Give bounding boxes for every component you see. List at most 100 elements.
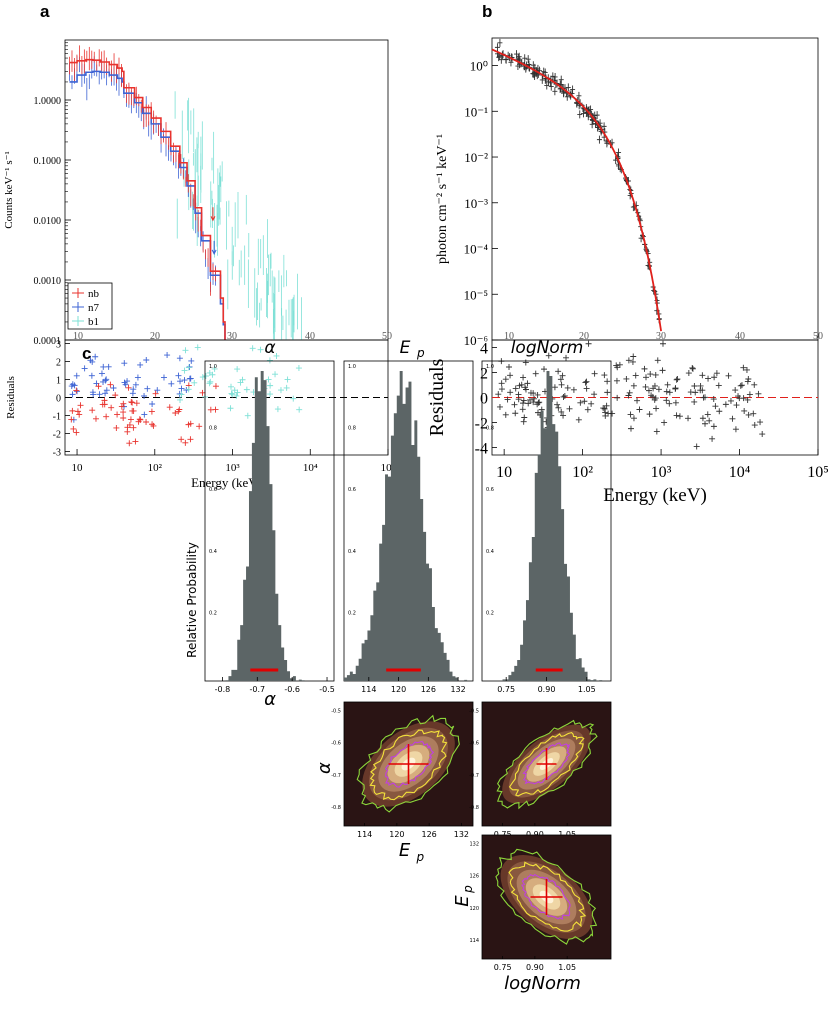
- b-residual-point: [652, 371, 659, 378]
- n7-residual: [134, 374, 141, 381]
- c-alpha-ep-contour-line: [356, 714, 460, 813]
- nb-residual: [69, 407, 76, 414]
- n7-residual: [187, 375, 194, 382]
- x-tick-label: -0.5: [319, 685, 335, 694]
- b-residual-point: [699, 415, 706, 422]
- b-residual-point: [750, 410, 757, 417]
- c-title-alpha: α: [264, 338, 275, 358]
- n7-residual: [103, 376, 110, 383]
- b-data-point: [550, 72, 556, 81]
- nb-residual: [126, 440, 133, 447]
- b-residual-point: [740, 364, 747, 371]
- upper-limit-arrow: [210, 207, 216, 222]
- b-data-point: [552, 87, 558, 96]
- b-residual-point: [558, 381, 565, 388]
- x-tick-label: -0.7: [249, 685, 265, 694]
- b-residual-point: [530, 399, 537, 406]
- b-residual-point: [729, 415, 736, 422]
- legend-label: n7: [88, 302, 100, 314]
- x-tick-label: 1.05: [558, 963, 576, 972]
- b1-residual: [185, 386, 192, 393]
- nb-residual: [196, 423, 203, 430]
- b-residual-point: [520, 374, 527, 381]
- b-residual-point: [646, 411, 653, 418]
- b-residual-point: [504, 396, 511, 403]
- nb-residual: [152, 390, 159, 397]
- upper-limit-arrow: [211, 240, 217, 256]
- b-residual-point: [558, 408, 565, 415]
- y-tick-label: 132: [469, 841, 479, 847]
- nb-model-line: [69, 58, 226, 340]
- b-residual-point: [502, 376, 509, 383]
- b1-residual: [249, 345, 256, 352]
- y-tick-label: 120: [469, 906, 479, 912]
- b-residual-point: [693, 443, 700, 450]
- b1-residual: [185, 364, 192, 371]
- n7-residual: [154, 387, 161, 394]
- n7-residual: [105, 363, 112, 370]
- b-residual-point: [659, 340, 666, 347]
- b-residual-point: [642, 383, 649, 390]
- c-alpha-ep-contour-line: [369, 729, 448, 801]
- b-residual-point: [525, 400, 532, 407]
- b-residual-point: [685, 370, 692, 377]
- b-residual-point: [557, 376, 564, 383]
- b-residual-point: [653, 428, 660, 435]
- n7-residual: [124, 378, 131, 385]
- nb-residual: [113, 424, 120, 431]
- b-residual-point: [625, 357, 632, 364]
- b-residual-point: [507, 389, 514, 396]
- b-residual-point: [555, 404, 562, 411]
- x-tick-label: 10²: [572, 464, 593, 481]
- b-residual-point: [732, 387, 739, 394]
- b-residual-point: [545, 352, 552, 359]
- b-residual-point: [704, 411, 711, 418]
- b-residual-point: [757, 419, 764, 426]
- legend-label: nb: [88, 288, 100, 300]
- y-tick-label: 0.6: [209, 487, 217, 493]
- b-residual-point: [512, 410, 519, 417]
- n7-residual: [181, 377, 188, 384]
- b-residual-point: [709, 435, 716, 442]
- panel-label-c: c: [82, 344, 92, 363]
- y-tick-label: 0.6: [348, 487, 356, 493]
- n7-residual: [69, 391, 76, 398]
- b-residual-point: [498, 386, 505, 393]
- b-residual-point: [699, 372, 706, 379]
- a-top-frame: [64, 39, 389, 341]
- nb-residual: [172, 409, 179, 416]
- x-tick-label: 120: [391, 685, 406, 694]
- c-alpha-lognorm-contour-line: [508, 732, 585, 797]
- b1-residual: [295, 365, 302, 372]
- top-tick-label: 30: [227, 331, 237, 342]
- b-data-point: [494, 43, 500, 52]
- b-residual-point: [566, 405, 573, 412]
- c-alpha-ep-xlabel-sub: p: [416, 850, 425, 864]
- n7-residual: [144, 385, 151, 392]
- b1-residual: [207, 378, 214, 385]
- top-tick-label: 10: [73, 331, 83, 342]
- n7-residual: [87, 357, 94, 364]
- c-title-ep-sub: p: [416, 346, 425, 360]
- nb-residual: [137, 416, 144, 423]
- c-hist-bars-2: [482, 371, 611, 681]
- b-residual-point: [522, 386, 529, 393]
- nb-residual: [199, 389, 206, 396]
- b-residual-point: [502, 411, 509, 418]
- b-residual-point: [663, 388, 670, 395]
- b-residual-point: [600, 405, 607, 412]
- y-tick-label: 0.2: [348, 610, 356, 616]
- y-tick-label: 0.8: [348, 426, 356, 432]
- b-residual-point: [630, 415, 637, 422]
- top-tick-label: 40: [305, 331, 315, 342]
- b-residual-point: [673, 376, 680, 383]
- b-residual-point: [623, 375, 630, 382]
- x-tick-label: 0.90: [526, 963, 544, 972]
- b-residual-point: [650, 385, 657, 392]
- y-tick-label: 10⁻⁴: [464, 242, 489, 257]
- x-tick-label: 0.75: [494, 963, 512, 972]
- y-tick-label: 4: [480, 341, 488, 358]
- y-tick-label: 1.0000: [34, 96, 62, 107]
- b-residual-point: [564, 384, 571, 391]
